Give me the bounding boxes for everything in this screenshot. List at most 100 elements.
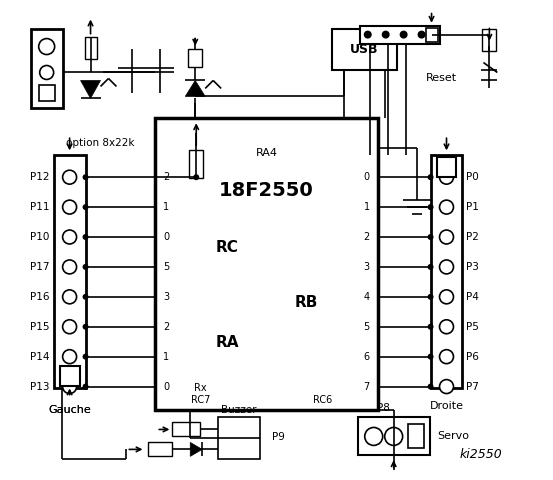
Text: Buzzer: Buzzer (221, 405, 257, 415)
Circle shape (440, 200, 453, 214)
Circle shape (82, 384, 88, 390)
Circle shape (62, 200, 76, 214)
Text: P13: P13 (30, 382, 50, 392)
Text: P4: P4 (466, 292, 479, 302)
Text: 2: 2 (163, 172, 170, 182)
Text: 18F2550: 18F2550 (219, 180, 314, 200)
Bar (188, 48, 202, 67)
Circle shape (440, 320, 453, 334)
Circle shape (82, 234, 88, 240)
Text: P8: P8 (377, 403, 390, 412)
Bar (189, 150, 203, 178)
Text: Servo: Servo (437, 432, 469, 442)
Circle shape (62, 170, 76, 184)
Bar (426, 28, 437, 42)
Text: 7: 7 (363, 382, 370, 392)
Bar (31, 29, 62, 108)
Text: RC: RC (215, 240, 238, 255)
Circle shape (364, 31, 372, 38)
Circle shape (427, 324, 434, 330)
Circle shape (62, 290, 76, 304)
Circle shape (427, 204, 434, 210)
Bar (218, 418, 260, 459)
Bar (482, 29, 497, 50)
Text: 5: 5 (363, 322, 370, 332)
Bar (358, 418, 430, 456)
Circle shape (440, 290, 453, 304)
Text: RC6: RC6 (313, 395, 332, 405)
Bar (148, 443, 173, 456)
Circle shape (440, 230, 453, 244)
Text: P11: P11 (30, 202, 50, 212)
Circle shape (440, 260, 453, 274)
Circle shape (427, 174, 434, 180)
Circle shape (427, 354, 434, 360)
Text: 0: 0 (364, 172, 370, 182)
Bar (408, 424, 424, 448)
Circle shape (418, 31, 426, 38)
Text: P0: P0 (466, 172, 479, 182)
Circle shape (82, 174, 88, 180)
Text: P10: P10 (30, 232, 50, 242)
Text: Reset: Reset (426, 73, 457, 84)
Text: P5: P5 (466, 322, 479, 332)
Text: P12: P12 (30, 172, 50, 182)
Text: P9: P9 (272, 432, 284, 443)
Text: P1: P1 (466, 202, 479, 212)
Circle shape (365, 428, 383, 445)
Bar (85, 36, 97, 59)
Circle shape (62, 260, 76, 274)
Circle shape (62, 320, 76, 334)
Text: 2: 2 (363, 232, 370, 242)
Text: 5: 5 (163, 262, 170, 272)
Text: P3: P3 (466, 262, 479, 272)
Circle shape (440, 350, 453, 364)
Text: ki2550: ki2550 (460, 448, 502, 461)
Circle shape (440, 380, 453, 394)
Bar (332, 29, 397, 71)
Text: 1: 1 (163, 202, 169, 212)
Text: Gauche: Gauche (48, 405, 91, 415)
Text: RC7: RC7 (191, 395, 210, 405)
Bar (173, 422, 200, 436)
Circle shape (427, 234, 434, 240)
Circle shape (427, 264, 434, 270)
Text: USB: USB (350, 43, 378, 56)
Circle shape (40, 65, 54, 80)
Text: RB: RB (295, 295, 318, 310)
Text: P7: P7 (466, 382, 479, 392)
Circle shape (82, 354, 88, 360)
Polygon shape (81, 81, 101, 98)
Text: 2: 2 (163, 322, 170, 332)
Text: option 8x22k: option 8x22k (66, 138, 135, 148)
Polygon shape (190, 443, 202, 456)
Text: 3: 3 (163, 292, 169, 302)
Circle shape (427, 384, 434, 390)
Circle shape (62, 350, 76, 364)
Polygon shape (185, 81, 205, 96)
Text: 6: 6 (364, 352, 370, 361)
Circle shape (400, 31, 408, 38)
Circle shape (427, 294, 434, 300)
Text: Droite: Droite (430, 400, 463, 410)
Text: 1: 1 (163, 352, 169, 361)
Text: RA: RA (215, 335, 239, 350)
Text: P6: P6 (466, 352, 479, 361)
Bar (431, 155, 462, 387)
Circle shape (193, 174, 199, 180)
Circle shape (385, 428, 403, 445)
Text: Gauche: Gauche (48, 405, 91, 415)
Circle shape (440, 170, 453, 184)
Text: P17: P17 (30, 262, 50, 272)
Text: Rx: Rx (194, 383, 206, 393)
Bar (360, 25, 440, 44)
Bar (436, 157, 456, 177)
Circle shape (382, 31, 390, 38)
Circle shape (82, 324, 88, 330)
Text: 1: 1 (364, 202, 370, 212)
Bar (54, 155, 86, 387)
Circle shape (82, 264, 88, 270)
Circle shape (82, 294, 88, 300)
Circle shape (62, 380, 76, 394)
Bar (155, 119, 378, 409)
